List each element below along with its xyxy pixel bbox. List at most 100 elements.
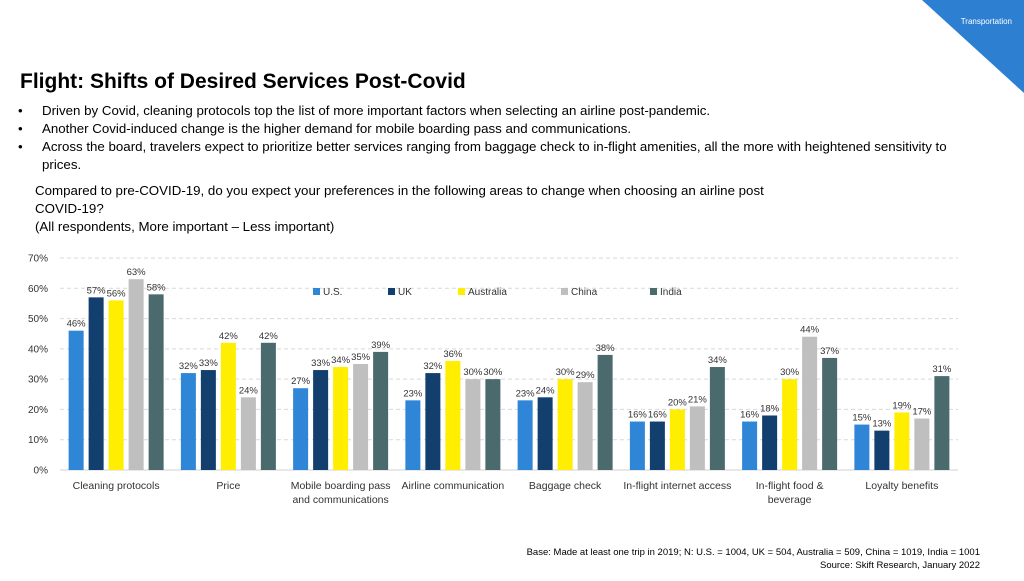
data-label: 21% (688, 394, 708, 405)
bar (822, 357, 838, 470)
legend-label: Australia (468, 287, 507, 298)
bar (220, 342, 236, 470)
bar (854, 424, 870, 470)
data-label: 13% (872, 419, 892, 430)
x-tick-label: Cleaning protocols (73, 480, 160, 492)
data-label: 23% (516, 388, 536, 399)
bar (200, 370, 216, 470)
data-label: 36% (443, 349, 463, 360)
summary-bullets: Driven by Covid, cleaning protocols top … (18, 102, 978, 174)
data-label: 35% (351, 352, 371, 363)
x-tick-label: Baggage check (529, 480, 602, 492)
data-label: 34% (708, 355, 728, 366)
data-label: 38% (596, 343, 616, 354)
legend-label: India (660, 287, 682, 298)
legend-swatch (650, 288, 657, 295)
y-tick-label: 60% (28, 284, 48, 295)
x-tick-label: Price (216, 480, 240, 492)
bar (577, 382, 593, 470)
bar (669, 409, 685, 470)
bar (894, 412, 910, 470)
data-label: 33% (311, 358, 331, 369)
data-label: 30% (483, 367, 503, 378)
data-label: 32% (423, 361, 443, 372)
y-tick-label: 70% (28, 254, 48, 265)
y-tick-label: 40% (28, 344, 48, 355)
bullet-item: Across the board, travelers expect to pr… (18, 138, 978, 174)
bar (108, 300, 124, 470)
bullet-item: Driven by Covid, cleaning protocols top … (18, 102, 978, 120)
legend-swatch (313, 288, 320, 295)
data-label: 44% (800, 325, 820, 336)
x-tick-label: In-flight food & (756, 480, 824, 492)
data-label: 63% (127, 267, 147, 278)
question-line: Compared to pre-COVID-19, do you expect … (35, 183, 764, 198)
corner-triangle (922, 0, 1024, 93)
data-label: 39% (371, 340, 391, 351)
base-note: Base: Made at least one trip in 2019; N:… (526, 547, 980, 558)
bar-chart: 0% 10% 20% 30% 40% 50% 60% 70% 46% 57% 56%63%58% Cl… (28, 254, 958, 506)
data-label: 18% (760, 403, 780, 414)
bar (874, 430, 890, 470)
y-tick-label: 10% (28, 435, 48, 446)
data-label: 30% (780, 367, 800, 378)
bar (128, 279, 144, 470)
legend-swatch (561, 288, 568, 295)
survey-question: Compared to pre-COVID-19, do you expect … (35, 182, 835, 236)
y-tick-label: 50% (28, 314, 48, 325)
bar (517, 400, 533, 470)
legend-swatch (458, 288, 465, 295)
data-label: 46% (67, 319, 87, 330)
bar (148, 294, 164, 470)
bar (425, 373, 441, 470)
bar (180, 373, 196, 470)
bar (802, 336, 818, 470)
section-label: Transportation (960, 17, 1012, 26)
data-label: 29% (576, 370, 596, 381)
data-label: 56% (107, 288, 127, 299)
data-label: 15% (852, 413, 872, 424)
y-tick-label: 0% (34, 466, 49, 477)
data-label: 27% (291, 376, 311, 387)
data-label: 42% (219, 331, 239, 342)
legend-label: China (571, 287, 598, 298)
data-label: 19% (892, 400, 912, 411)
bar (557, 379, 573, 470)
data-label: 31% (932, 364, 952, 375)
data-label: 30% (556, 367, 576, 378)
bar (405, 400, 421, 470)
data-label: 32% (179, 361, 199, 372)
data-label: 17% (912, 407, 932, 418)
data-label: 57% (87, 285, 107, 296)
bar (537, 397, 553, 470)
question-line: COVID-19? (35, 201, 104, 216)
bar (914, 418, 930, 470)
data-label: 24% (536, 385, 556, 396)
data-label: 30% (463, 367, 483, 378)
bar (465, 379, 481, 470)
bar (649, 421, 665, 470)
data-label: 37% (820, 346, 840, 357)
data-label: 34% (331, 355, 351, 366)
bar (485, 379, 501, 470)
bar (709, 367, 725, 470)
legend-swatch (388, 288, 395, 295)
y-tick-label: 20% (28, 405, 48, 416)
data-label: 16% (628, 410, 648, 421)
bar (934, 376, 950, 470)
question-subtitle: (All respondents, More important – Less … (35, 219, 335, 234)
bar (762, 415, 778, 470)
data-label: 42% (259, 331, 279, 342)
bar (68, 330, 84, 470)
bar (782, 379, 798, 470)
x-tick-label: Airline communication (402, 480, 505, 492)
source-note: Source: Skift Research, January 2022 (819, 560, 980, 571)
bar (445, 360, 461, 470)
bar (742, 421, 758, 470)
bar (689, 406, 705, 470)
bar (313, 370, 329, 470)
bar (353, 364, 369, 470)
data-label: 16% (740, 410, 760, 421)
page-title: Flight: Shifts of Desired Services Post-… (20, 70, 466, 93)
x-tick-label: Loyalty benefits (865, 480, 938, 492)
